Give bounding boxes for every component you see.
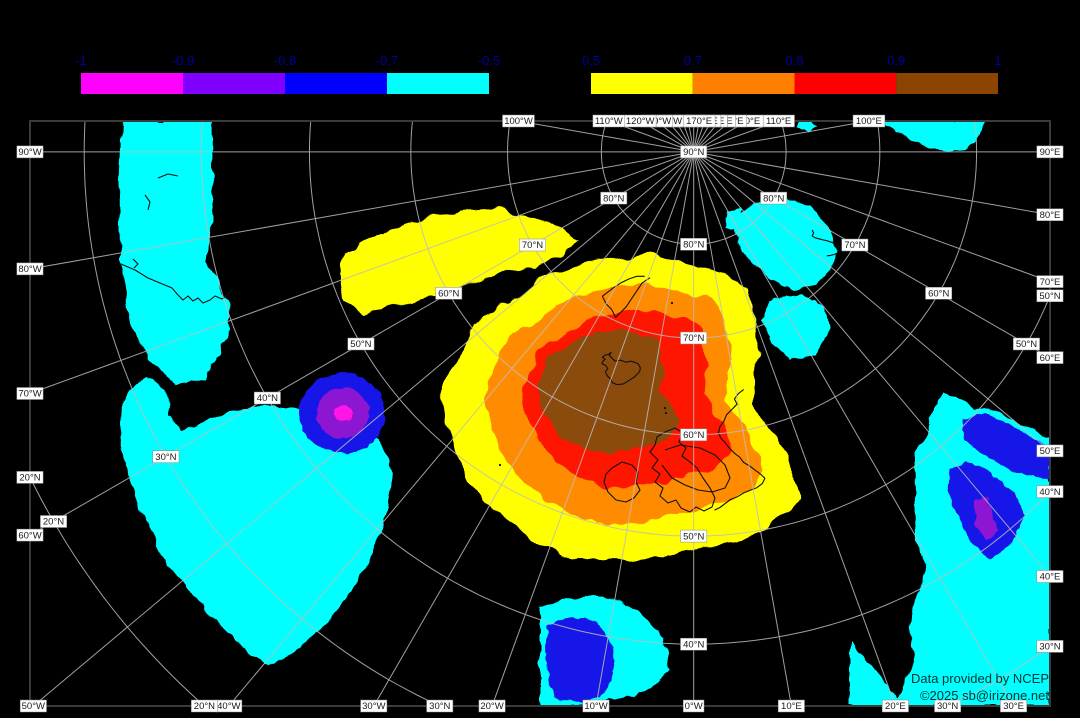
svg-text:40°N: 40°N	[683, 639, 704, 650]
svg-text:110°W: 110°W	[595, 116, 623, 127]
svg-text:40°N: 40°N	[257, 393, 278, 404]
svg-text:80°W: 80°W	[18, 264, 41, 275]
svg-text:30°N: 30°N	[1039, 642, 1060, 653]
svg-text:50°N: 50°N	[1016, 339, 1037, 350]
svg-text:40°E: 40°E	[1040, 572, 1061, 583]
svg-text:60°N: 60°N	[683, 430, 704, 441]
svg-text:80°E: 80°E	[1040, 210, 1061, 221]
svg-text:-0.5: -0.5	[478, 53, 500, 68]
svg-text:©2025 sb@irizone.net: ©2025 sb@irizone.net	[920, 688, 1049, 703]
svg-text:1: 1	[994, 53, 1001, 68]
svg-text:0°W: 0°W	[685, 701, 703, 712]
svg-text:30°N: 30°N	[429, 701, 450, 712]
svg-text:40°W: 40°W	[217, 701, 240, 712]
svg-text:20°N: 20°N	[194, 701, 215, 712]
svg-text:-0.7: -0.7	[376, 53, 398, 68]
svg-text:70°W: 70°W	[18, 389, 41, 400]
svg-text:20°N: 20°N	[43, 517, 64, 528]
svg-text:50°W: 50°W	[22, 701, 45, 712]
svg-text:0.7: 0.7	[684, 53, 702, 68]
svg-text:40°N: 40°N	[1039, 487, 1060, 498]
svg-text:60°W: 60°W	[18, 530, 41, 541]
svg-text:Data provided by NCEP: Data provided by NCEP	[911, 671, 1049, 686]
svg-text:80°N: 80°N	[683, 240, 704, 251]
svg-text:-0.9: -0.9	[172, 53, 194, 68]
svg-text:30°W: 30°W	[362, 701, 385, 712]
svg-text:0.9: 0.9	[887, 53, 905, 68]
svg-text:70°N: 70°N	[522, 240, 543, 251]
svg-text:80°N: 80°N	[763, 193, 784, 204]
svg-text:20°E: 20°E	[885, 701, 906, 712]
svg-text:30°N: 30°N	[155, 452, 176, 463]
svg-text:50°N: 50°N	[350, 339, 371, 350]
svg-text:90°W: 90°W	[18, 147, 41, 158]
svg-text:50°N: 50°N	[1039, 291, 1060, 302]
svg-text:10°E: 10°E	[781, 701, 802, 712]
svg-text:-0.8: -0.8	[274, 53, 296, 68]
svg-text:70°N: 70°N	[844, 240, 865, 251]
svg-text:-1: -1	[75, 53, 87, 68]
svg-text:60°E: 60°E	[1040, 353, 1061, 364]
svg-text:60°N: 60°N	[438, 289, 459, 300]
svg-text:170°E: 170°E	[686, 116, 712, 127]
svg-text:60°N: 60°N	[928, 289, 949, 300]
svg-text:120°W: 120°W	[626, 116, 655, 127]
svg-text:90°E: 90°E	[1040, 147, 1061, 158]
svg-text:90°N: 90°N	[683, 147, 704, 158]
svg-text:70°E: 70°E	[1040, 277, 1061, 288]
svg-text:0.5: 0.5	[582, 53, 600, 68]
svg-text:110°E: 110°E	[766, 116, 791, 127]
svg-text:20°W: 20°W	[480, 701, 503, 712]
svg-text:0.8: 0.8	[785, 53, 803, 68]
svg-text:80°N: 80°N	[603, 193, 624, 204]
svg-text:100°W: 100°W	[504, 116, 533, 127]
svg-text:10°W: 10°W	[584, 701, 607, 712]
svg-text:70°N: 70°N	[683, 333, 704, 344]
svg-text:50°N: 50°N	[683, 531, 704, 542]
svg-text:50°E: 50°E	[1040, 446, 1061, 457]
svg-text:20°N: 20°N	[19, 473, 40, 484]
svg-text:100°E: 100°E	[856, 116, 882, 127]
